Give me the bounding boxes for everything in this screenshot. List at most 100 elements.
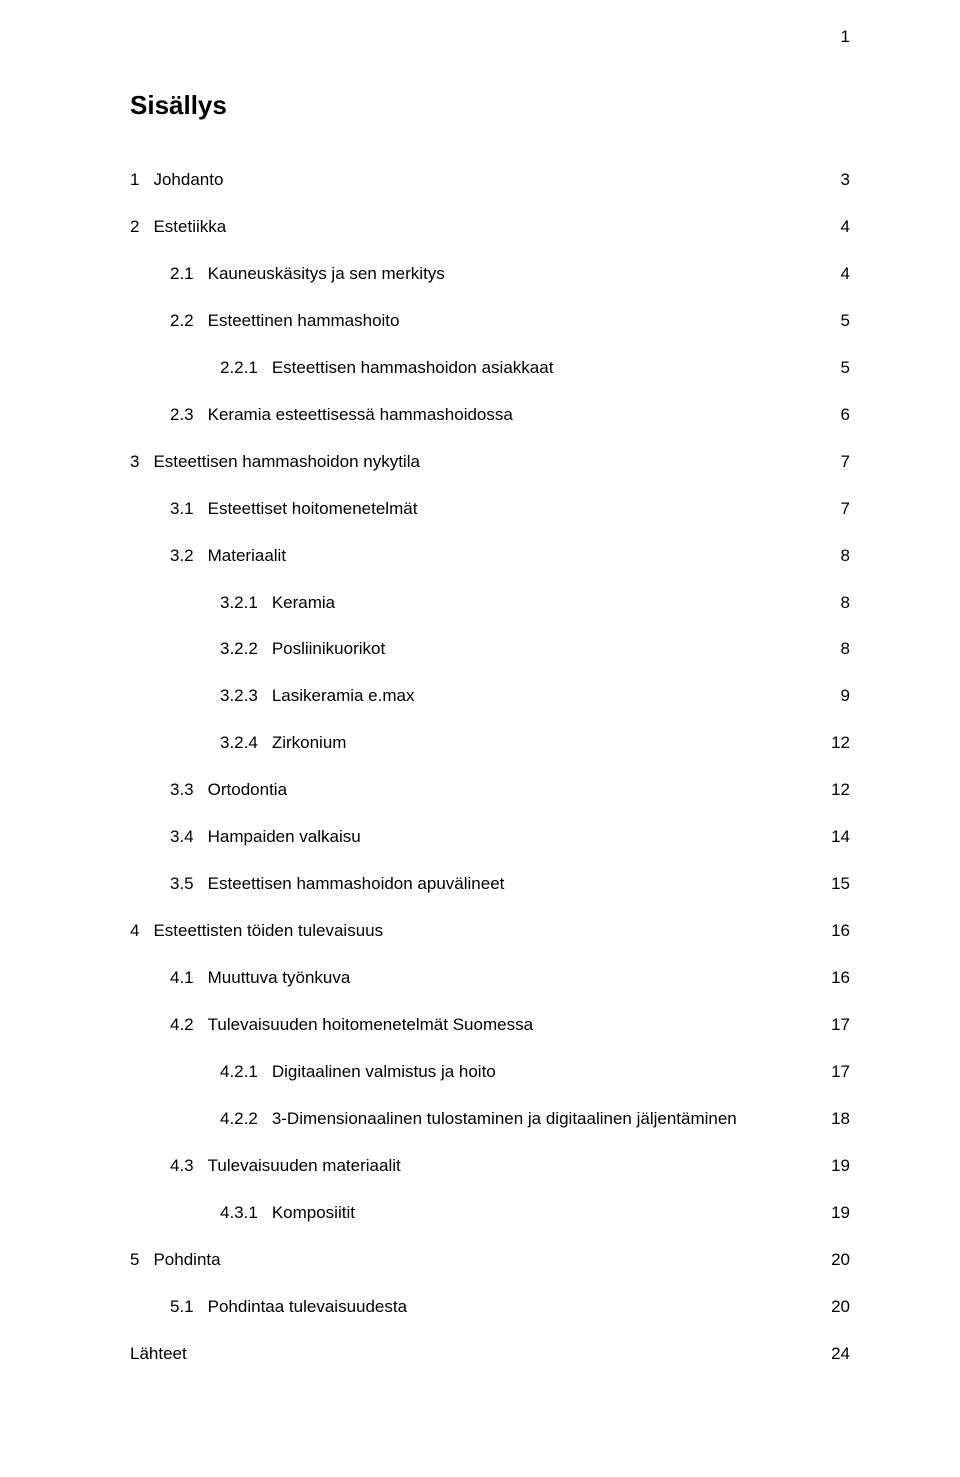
- toc-entry-title: Esteettisen hammashoidon nykytila: [153, 451, 828, 474]
- toc-entry-page: 16: [828, 920, 850, 943]
- toc-entry-number: 4.1: [170, 967, 208, 990]
- toc-entry-title: Tulevaisuuden materiaalit: [208, 1155, 828, 1178]
- toc-entry-page: 7: [828, 498, 850, 521]
- toc-entry-page: 5: [828, 357, 850, 380]
- toc-entry-number: 3.2: [170, 545, 208, 568]
- toc-row: 3.5Esteettisen hammashoidon apuvälineet1…: [130, 873, 850, 896]
- toc-entry-page: 8: [828, 638, 850, 661]
- toc-entry-title: Esteettisten töiden tulevaisuus: [153, 920, 828, 943]
- toc-entry-title: Ortodontia: [208, 779, 828, 802]
- toc-entry-number: 3.2.2: [220, 638, 272, 661]
- toc-entry-title: Hampaiden valkaisu: [208, 826, 828, 849]
- toc-row: 3.2Materiaalit8: [130, 545, 850, 568]
- toc-entry-title: Muuttuva työnkuva: [208, 967, 828, 990]
- toc-entry-page: 12: [828, 779, 850, 802]
- toc-row: 1Johdanto3: [130, 169, 850, 192]
- toc-entry-page: 24: [828, 1343, 850, 1366]
- toc-entry-number: 2.2: [170, 310, 208, 333]
- toc-entry-page: 17: [828, 1014, 850, 1037]
- toc-entry-page: 19: [828, 1155, 850, 1178]
- toc-entry-number: 2.2.1: [220, 357, 272, 380]
- toc-entry-title: Estetiikka: [153, 216, 828, 239]
- toc-entry-title: Zirkonium: [272, 732, 828, 755]
- toc-entry-number: 1: [130, 169, 153, 192]
- toc-row: 4.2Tulevaisuuden hoitomenetelmät Suomess…: [130, 1014, 850, 1037]
- toc-row: 2.1Kauneuskäsitys ja sen merkitys4: [130, 263, 850, 286]
- toc-entry-title: Digitaalinen valmistus ja hoito: [272, 1061, 828, 1084]
- toc-row: 4.3Tulevaisuuden materiaalit19: [130, 1155, 850, 1178]
- toc-entry-page: 17: [828, 1061, 850, 1084]
- toc-row: 3.2.2Posliinikuorikot8: [130, 638, 850, 661]
- toc-entry-page: 20: [828, 1249, 850, 1272]
- toc-row: 2Estetiikka4: [130, 216, 850, 239]
- toc-entry-title: Kauneuskäsitys ja sen merkitys: [208, 263, 828, 286]
- toc-entry-page: 3: [828, 169, 850, 192]
- toc-entry-title: Esteettiset hoitomenetelmät: [208, 498, 828, 521]
- toc-entry-number: 5: [130, 1249, 153, 1272]
- toc-entry-title: Esteettisen hammashoidon apuvälineet: [208, 873, 828, 896]
- toc-entry-number: 3: [130, 451, 153, 474]
- page-number-top-right: 1: [841, 26, 850, 49]
- toc-entry-page: 4: [828, 263, 850, 286]
- toc-entry-number: 4.2.1: [220, 1061, 272, 1084]
- toc-entry-title: Komposiitit: [272, 1202, 828, 1225]
- toc-entry-number: 4.2.2: [220, 1108, 272, 1131]
- toc-row: 4.1Muuttuva työnkuva16: [130, 967, 850, 990]
- toc-entry-page: 6: [828, 404, 850, 427]
- toc-row: 5.1Pohdintaa tulevaisuudesta20: [130, 1296, 850, 1319]
- toc-entry-title: Posliinikuorikot: [272, 638, 828, 661]
- toc-row: 2.3Keramia esteettisessä hammashoidossa6: [130, 404, 850, 427]
- toc-list: 1Johdanto32Estetiikka42.1Kauneuskäsitys …: [130, 169, 850, 1365]
- toc-entry-number: 4.2: [170, 1014, 208, 1037]
- toc-entry-number: 5.1: [170, 1296, 208, 1319]
- toc-entry-page: 14: [828, 826, 850, 849]
- toc-entry-number: 3.1: [170, 498, 208, 521]
- toc-entry-title: Lasikeramia e.max: [272, 685, 828, 708]
- toc-row: 4.2.23-Dimensionaalinen tulostaminen ja …: [130, 1108, 850, 1131]
- toc-entry-title: Keramia esteettisessä hammashoidossa: [208, 404, 828, 427]
- toc-entry-page: 8: [828, 545, 850, 568]
- toc-entry-number: 2.3: [170, 404, 208, 427]
- toc-entry-title: Tulevaisuuden hoitomenetelmät Suomessa: [208, 1014, 828, 1037]
- toc-row: 3.2.4Zirkonium12: [130, 732, 850, 755]
- toc-title: Sisällys: [130, 88, 850, 123]
- toc-entry-page: 15: [828, 873, 850, 896]
- toc-entry-page: 7: [828, 451, 850, 474]
- toc-entry-number: 3.2.3: [220, 685, 272, 708]
- toc-row: Lähteet24: [130, 1343, 850, 1366]
- toc-entry-number: 3.2.4: [220, 732, 272, 755]
- toc-entry-page: 19: [828, 1202, 850, 1225]
- toc-entry-title: Keramia: [272, 592, 828, 615]
- toc-row: 3.2.1Keramia8: [130, 592, 850, 615]
- toc-entry-title: Pohdintaa tulevaisuudesta: [208, 1296, 828, 1319]
- toc-entry-title: Esteettisen hammashoidon asiakkaat: [272, 357, 828, 380]
- toc-entry-page: 4: [828, 216, 850, 239]
- toc-row: 3.4Hampaiden valkaisu14: [130, 826, 850, 849]
- toc-entry-title: Esteettinen hammashoito: [208, 310, 828, 333]
- toc-entry-number: 2.1: [170, 263, 208, 286]
- toc-row: 3Esteettisen hammashoidon nykytila7: [130, 451, 850, 474]
- toc-entry-page: 12: [828, 732, 850, 755]
- toc-entry-page: 18: [828, 1108, 850, 1131]
- toc-row: 4Esteettisten töiden tulevaisuus16: [130, 920, 850, 943]
- toc-entry-page: 8: [828, 592, 850, 615]
- toc-row: 5Pohdinta20: [130, 1249, 850, 1272]
- toc-row: 3.1Esteettiset hoitomenetelmät7: [130, 498, 850, 521]
- toc-row: 3.3Ortodontia12: [130, 779, 850, 802]
- toc-entry-number: 4: [130, 920, 153, 943]
- toc-entry-title: Lähteet: [130, 1343, 828, 1366]
- toc-entry-title: 3-Dimensionaalinen tulostaminen ja digit…: [272, 1108, 828, 1131]
- toc-entry-number: 4.3: [170, 1155, 208, 1178]
- toc-row: 2.2Esteettinen hammashoito5: [130, 310, 850, 333]
- toc-entry-number: 3.5: [170, 873, 208, 896]
- toc-entry-page: 5: [828, 310, 850, 333]
- toc-entry-title: Johdanto: [153, 169, 828, 192]
- toc-row: 4.2.1Digitaalinen valmistus ja hoito17: [130, 1061, 850, 1084]
- toc-entry-number: 2: [130, 216, 153, 239]
- toc-entry-number: 4.3.1: [220, 1202, 272, 1225]
- toc-entry-page: 16: [828, 967, 850, 990]
- toc-entry-number: 3.3: [170, 779, 208, 802]
- toc-entry-title: Pohdinta: [153, 1249, 828, 1272]
- toc-row: 4.3.1Komposiitit19: [130, 1202, 850, 1225]
- toc-row: 3.2.3Lasikeramia e.max9: [130, 685, 850, 708]
